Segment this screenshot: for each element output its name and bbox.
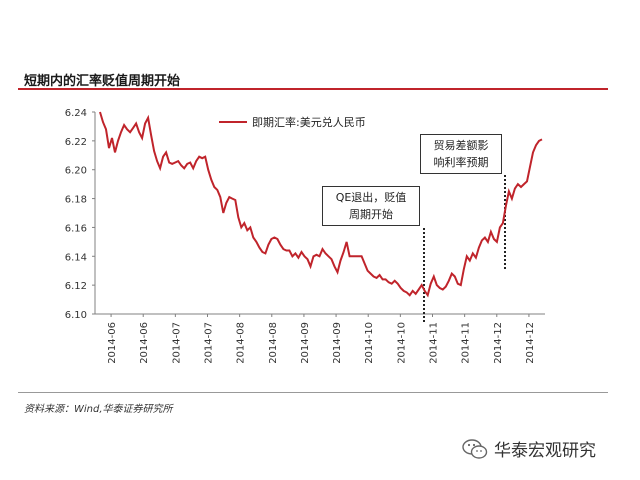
y-tick-label: 6.16 (65, 223, 87, 234)
x-tick-label: 2014-07 (171, 322, 182, 364)
x-tick-label: 2014-10 (364, 322, 375, 364)
x-tick-label: 2014-06 (107, 322, 118, 364)
y-tick-label: 6.20 (65, 166, 87, 177)
annotation-trade-balance-line2: 响利率预期 (433, 156, 489, 169)
annotation-markers (423, 175, 506, 322)
annotation-qe-exit: QE退出，贬值 周期开始 (322, 186, 420, 226)
x-tick-label: 2014-12 (493, 322, 504, 364)
y-tick-label: 6.22 (65, 137, 87, 148)
y-tick-label: 6.14 (65, 252, 87, 263)
wechat-icon (462, 438, 488, 459)
y-tick-label: 6.24 (65, 108, 87, 119)
annotation-trade-balance: 贸易差额影 响利率预期 (420, 134, 502, 174)
legend-label: 即期汇率:美元兑人民币 (252, 115, 366, 129)
y-tick-label: 6.10 (65, 310, 87, 321)
chart-axes (94, 112, 545, 315)
x-tick-label: 2014-09 (300, 322, 311, 364)
x-tick-label: 2014-12 (525, 322, 536, 364)
footer-divider (18, 392, 608, 393)
annotation-qe-exit-line2: 周期开始 (349, 208, 393, 221)
y-tick-label: 6.18 (65, 195, 87, 206)
annotation-trade-balance-line1: 贸易差额影 (433, 139, 489, 152)
source-note: 资料来源：Wind,华泰证券研究所 (24, 404, 173, 415)
x-tick-label: 2014-06 (139, 322, 150, 364)
brand-badge: 华泰宏观研究 (462, 436, 596, 461)
x-tick-label: 2014-11 (429, 322, 440, 364)
brand-name: 华泰宏观研究 (494, 441, 596, 461)
series-line-spot-rate (99, 111, 543, 298)
annotation-qe-exit-line1: QE退出，贬值 (335, 191, 407, 204)
x-tick-label: 2014-09 (332, 322, 343, 364)
x-tick-label: 2014-11 (461, 322, 472, 364)
x-tick-label: 2014-07 (204, 322, 215, 364)
x-tick-label: 2014-10 (396, 322, 407, 364)
chart-legend: 即期汇率:美元兑人民币 (219, 115, 366, 129)
page-title: 短期内的汇率贬值周期开始 (24, 74, 181, 89)
y-axis-ticks: 6.10 6.12 6.14 6.16 6.18 6.20 6.22 6.24 (65, 108, 95, 321)
x-axis-ticks: 2014-06 2014-06 2014-07 2014-07 2014-08 2014-… (107, 314, 536, 364)
x-tick-label: 2014-08 (236, 322, 247, 364)
y-tick-label: 6.12 (65, 281, 87, 292)
title-divider (18, 88, 608, 90)
exchange-rate-chart: 6.10 6.12 6.14 6.16 6.18 6.20 6.22 6.24 2014-06… (65, 108, 545, 364)
x-tick-label: 2014-08 (268, 322, 279, 364)
